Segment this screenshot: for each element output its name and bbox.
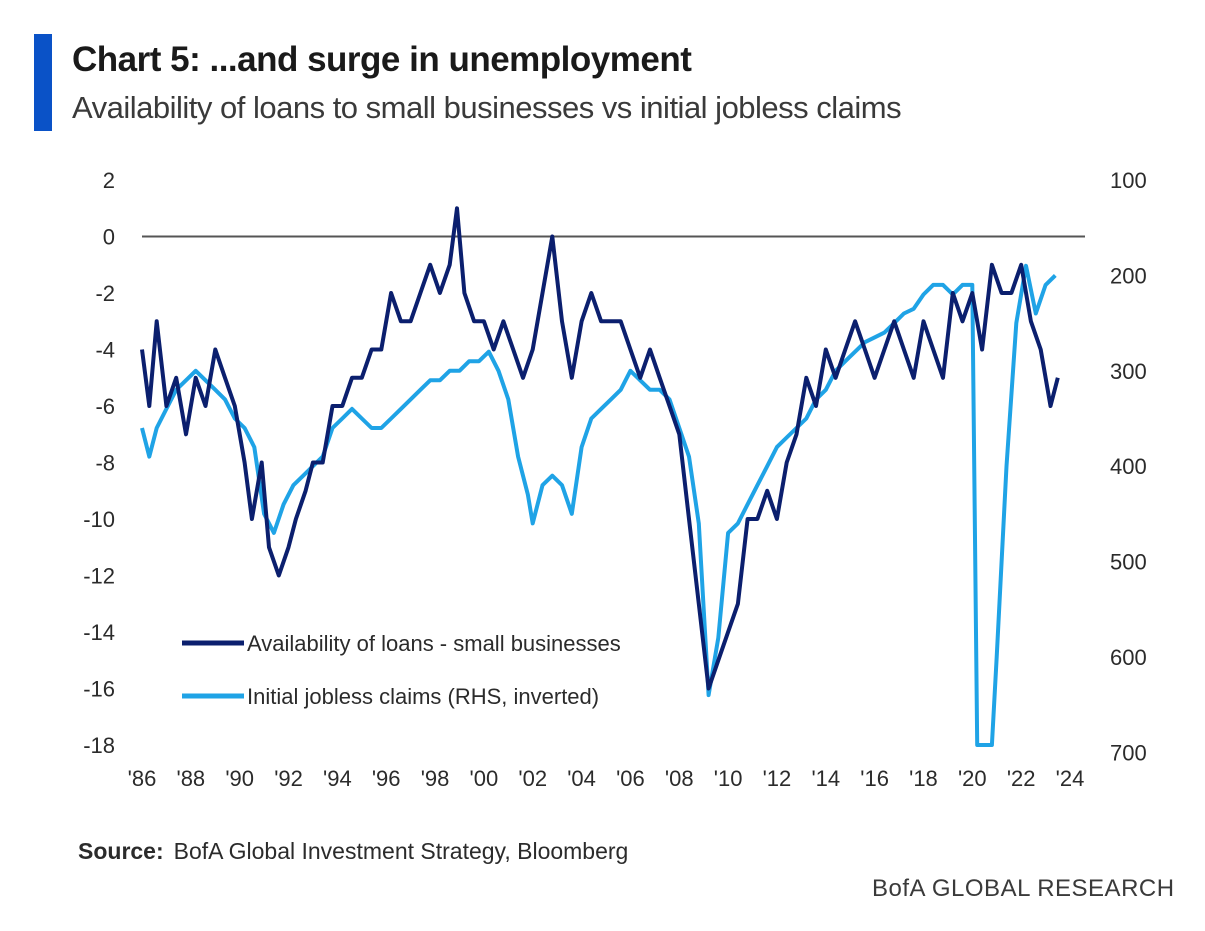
series-line-loan-availability — [140, 206, 1060, 691]
x-tick-label: '20 — [958, 766, 987, 791]
x-tick-label: '12 — [763, 766, 792, 791]
x-tick-label: '88 — [177, 766, 206, 791]
x-tick-label: '08 — [665, 766, 694, 791]
x-tick-label: '92 — [274, 766, 303, 791]
source-text: BofA Global Investment Strategy, Bloombe… — [173, 838, 629, 864]
right-axis-ticks: 100 200 300 400 500 600 700 — [1110, 168, 1147, 765]
left-tick-label: 2 — [103, 168, 115, 193]
right-tick-label: 400 — [1110, 454, 1147, 479]
x-tick-label: '00 — [470, 766, 499, 791]
x-tick-label: '90 — [225, 766, 254, 791]
left-tick-label: -10 — [83, 507, 115, 532]
chart-title: Chart 5: ...and surge in unemployment — [72, 40, 692, 79]
left-tick-label: -16 — [83, 677, 115, 702]
right-tick-label: 100 — [1110, 168, 1147, 193]
right-tick-label: 300 — [1110, 359, 1147, 384]
left-tick-label: -4 — [95, 338, 115, 363]
left-axis-ticks: 2 0 -2 -4 -6 -8 -10 -12 -14 -16 -18 — [83, 168, 115, 758]
legend: Availability of loans - small businesses… — [182, 631, 621, 709]
left-tick-label: -14 — [83, 620, 115, 645]
right-tick-label: 700 — [1110, 740, 1147, 765]
x-tick-label: '04 — [567, 766, 596, 791]
legend-label: Initial jobless claims (RHS, inverted) — [247, 684, 599, 709]
x-tick-label: '96 — [372, 766, 401, 791]
x-tick-label: '06 — [616, 766, 645, 791]
x-tick-label: '22 — [1007, 766, 1036, 791]
left-tick-label: -2 — [95, 281, 115, 306]
chart-subtitle: Availability of loans to small businesse… — [72, 90, 902, 125]
source-note: Source: BofA Global Investment Strategy, … — [78, 838, 628, 865]
left-tick-label: -6 — [95, 394, 115, 419]
title-accent-bar — [34, 34, 52, 131]
x-tick-label: '10 — [714, 766, 743, 791]
left-tick-label: -8 — [95, 451, 115, 476]
right-tick-label: 500 — [1110, 550, 1147, 575]
brand-label: BofA GLOBAL RESEARCH — [872, 875, 1175, 902]
source-label: Source: — [78, 838, 164, 864]
series-line-jobless-claims — [140, 263, 1057, 747]
left-tick-label: -12 — [83, 564, 115, 589]
series-layer — [140, 206, 1060, 747]
x-axis-ticks: '86 '88 '90 '92 '94 '96 '98 '00 '02 '04 '06 '08 '10 '… — [128, 766, 1085, 791]
left-tick-label: -18 — [83, 733, 115, 758]
legend-label: Availability of loans - small businesses — [247, 631, 621, 656]
x-tick-label: '94 — [323, 766, 352, 791]
x-tick-label: '02 — [518, 766, 547, 791]
left-tick-label: 0 — [103, 225, 115, 250]
x-tick-label: '98 — [421, 766, 450, 791]
x-tick-label: '18 — [909, 766, 938, 791]
right-tick-label: 600 — [1110, 645, 1147, 670]
right-tick-label: 200 — [1110, 263, 1147, 288]
x-tick-label: '24 — [1056, 766, 1085, 791]
x-tick-label: '86 — [128, 766, 157, 791]
x-tick-label: '16 — [860, 766, 889, 791]
x-tick-label: '14 — [811, 766, 840, 791]
